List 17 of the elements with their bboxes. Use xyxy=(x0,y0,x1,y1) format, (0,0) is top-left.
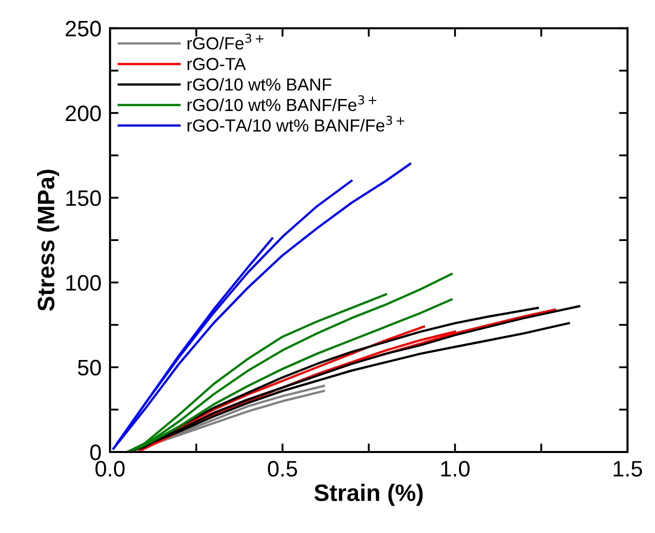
x-tick-label: 0.5 xyxy=(268,460,298,477)
y-tick-label: 150 xyxy=(66,190,101,206)
x-tick-label: 1.5 xyxy=(614,461,642,477)
x-axis-title: Strain (%) xyxy=(314,484,423,506)
legend-label: rGO-TA xyxy=(188,58,246,70)
y-axis-title: Stress (MPa) xyxy=(37,170,60,311)
y-tick-label: 50 xyxy=(78,360,101,376)
legend-label: rGO/10 wt% BANF xyxy=(188,78,332,91)
legend-label: rGO/10 wt% BANF/Fe$^{3+}$ xyxy=(188,95,376,112)
x-tick-label: 0.0 xyxy=(95,460,125,477)
y-tick-label: 0 xyxy=(90,444,101,460)
y-tick-label: 100 xyxy=(66,275,101,291)
y-tick-label: 250 xyxy=(66,20,101,37)
legend-label: rGO-TA/10 wt% BANF/Fe$^{3+}$ xyxy=(188,116,404,132)
y-tick-label: 200 xyxy=(66,106,101,122)
legend-label: rGO/Fe$^{3+}$ xyxy=(188,34,264,50)
x-tick-label: 1.0 xyxy=(441,460,470,477)
